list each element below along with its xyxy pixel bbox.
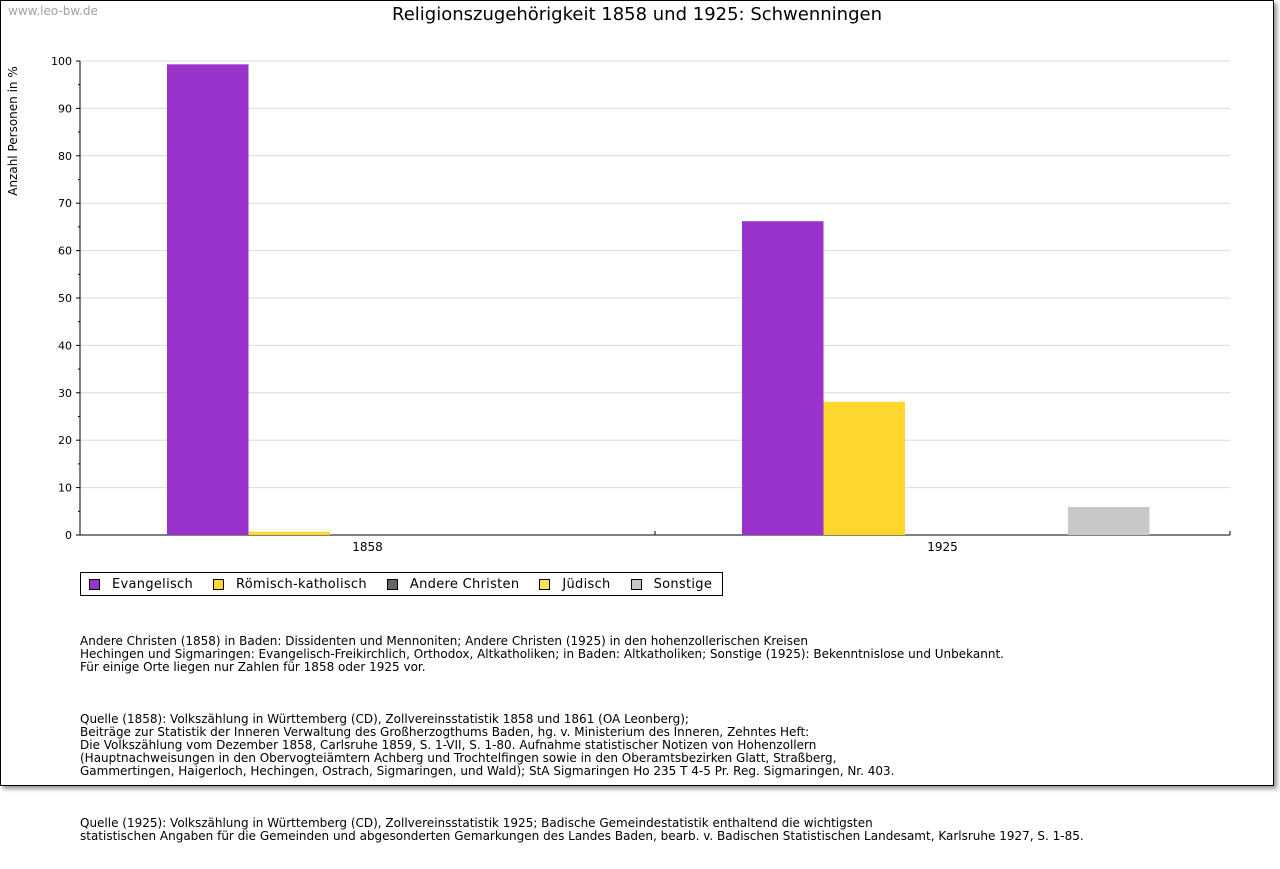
watermark: www.leo-bw.de xyxy=(8,4,98,18)
legend-label: Sonstige xyxy=(653,576,713,592)
legend-swatch xyxy=(386,578,398,590)
bar-r-misch-katholisch-1925 xyxy=(823,401,905,535)
chart-plot: 0 10 20 30 40 50 60 70 80 90 100 1858 1925 xyxy=(51,55,1231,554)
notes-paragraph-source-1925: Quelle (1925): Volkszählung in Württembe… xyxy=(80,816,1084,843)
chart-title: Religionszugehörigkeit 1858 und 1925: Sc… xyxy=(392,4,882,25)
bar-evangelisch-1858 xyxy=(167,64,249,536)
notes-paragraph-definitions: Andere Christen (1858) in Baden: Disside… xyxy=(80,634,1004,674)
legend-item: Sonstige xyxy=(630,576,713,592)
x-tick-label: 1925 xyxy=(927,540,958,554)
y-tick-label: 20 xyxy=(58,434,72,447)
legend-label: Andere Christen xyxy=(409,576,520,592)
legend: Evangelisch Römisch-katholisch Andere Chri… xyxy=(80,572,724,596)
y-tick-label: 10 xyxy=(58,482,72,495)
legend-item: Andere Christen xyxy=(386,576,520,592)
legend-label: Römisch-katholisch xyxy=(236,576,367,592)
y-tick-label: 40 xyxy=(58,339,72,352)
legend-item: Jüdisch xyxy=(539,577,610,592)
bar-sonstige-1925 xyxy=(1068,507,1150,535)
y-tick-label: 100 xyxy=(51,55,72,68)
legend-swatch xyxy=(539,578,551,590)
y-tick-label: 0 xyxy=(65,529,72,542)
legend-swatch xyxy=(213,578,225,590)
legend-item: Evangelisch xyxy=(89,577,193,592)
y-axis-label: Anzahl Personen in % xyxy=(6,66,20,196)
legend-swatch xyxy=(89,578,100,590)
legend-item: Römisch-katholisch xyxy=(213,577,367,592)
y-tick-label: 80 xyxy=(58,150,72,163)
notes: Andere Christen (1858) in Baden: Disside… xyxy=(80,609,1084,869)
y-tick-label: 60 xyxy=(58,245,72,258)
legend-label: Evangelisch xyxy=(112,576,194,592)
legend-swatch xyxy=(630,578,642,590)
y-tick-label: 70 xyxy=(58,197,72,210)
y-tick-label: 90 xyxy=(58,102,72,115)
y-tick-label: 50 xyxy=(58,292,72,305)
bar-r-misch-katholisch-1858 xyxy=(248,531,330,535)
y-tick-label: 30 xyxy=(58,387,72,400)
bar-evangelisch-1925 xyxy=(742,221,824,535)
notes-paragraph-source-1858: Quelle (1858): Volkszählung in Württembe… xyxy=(80,712,895,778)
legend-label: Jüdisch xyxy=(562,576,611,592)
x-tick-label: 1858 xyxy=(352,540,383,554)
